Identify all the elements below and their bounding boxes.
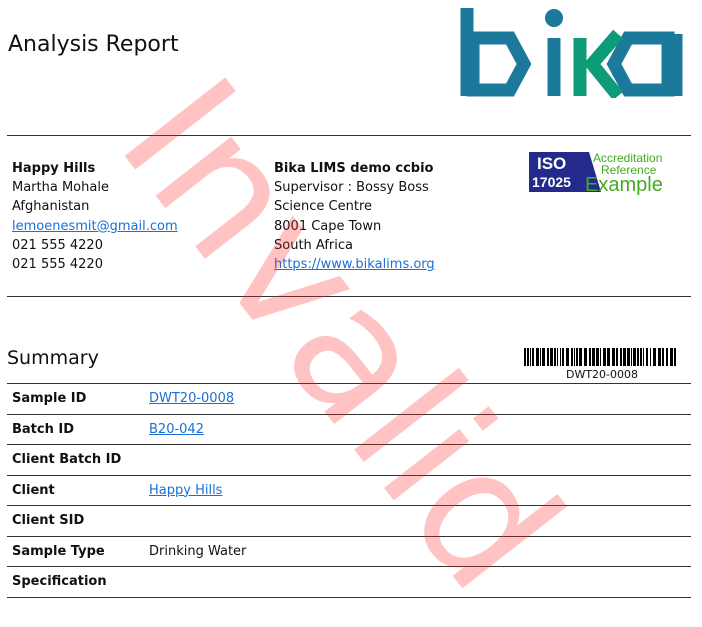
row-label: Sample ID <box>7 383 144 415</box>
svg-text:ISO: ISO <box>537 154 566 173</box>
row-value-link[interactable]: B20-042 <box>149 421 204 437</box>
client-contact: Martha Mohale <box>12 180 109 196</box>
barcode-bar <box>633 348 636 366</box>
lab-url-link[interactable]: https://www.bikalims.org <box>274 257 435 273</box>
row-label: Batch ID <box>7 414 144 445</box>
row-value: Drinking Water <box>144 536 691 567</box>
barcode-bar <box>603 348 606 366</box>
barcode-bar <box>540 348 541 366</box>
page-title: Analysis Report <box>8 32 179 57</box>
barcode-bar <box>600 348 601 366</box>
lab-name: Bika LIMS demo ccbio <box>274 161 434 176</box>
barcode-bar <box>574 348 575 366</box>
barcode-bar <box>550 348 553 366</box>
row-label: Client SID <box>7 505 144 537</box>
barcode-bar <box>646 348 648 366</box>
barcode-bar <box>562 348 564 366</box>
table-row: Sample Type Drinking Water <box>7 536 691 567</box>
table-row: Batch ID B20-042 <box>7 414 691 445</box>
lab-country: South Africa <box>274 237 353 253</box>
barcode-bar <box>607 348 610 366</box>
row-value <box>144 505 691 537</box>
barcode-label: DWT20-0008 <box>565 368 639 381</box>
summary-table: Sample ID DWT20-0008 Batch ID B20-042 Client… <box>7 383 691 598</box>
row-value-link[interactable]: Happy Hills <box>149 482 223 498</box>
barcode-bar <box>571 348 573 366</box>
row-label: Specification <box>7 566 144 598</box>
table-row: Specification <box>7 566 691 598</box>
barcode-bar <box>658 348 661 366</box>
table-row: Client Batch ID <box>7 444 691 476</box>
svg-text:Accreditation: Accreditation <box>593 151 662 165</box>
client-email-link[interactable]: lemoenesmit@gmail.com <box>12 218 178 234</box>
barcode-bar <box>674 348 676 366</box>
barcode-bar <box>524 348 526 366</box>
lab-supervisor: Supervisor : Bossy Boss <box>274 180 429 196</box>
row-label: Client <box>7 475 144 506</box>
client-phone: 021 555 4220 <box>12 237 103 253</box>
barcode-bar <box>542 348 545 366</box>
barcode-bar <box>650 348 651 366</box>
barcode-bar <box>616 348 618 366</box>
row-value <box>144 566 691 598</box>
bika-logo <box>460 8 683 98</box>
divider <box>7 296 691 297</box>
client-fax: 021 555 4220 <box>12 257 103 273</box>
svg-text:17025: 17025 <box>532 174 571 190</box>
barcode-bar <box>554 348 556 366</box>
barcode-bar <box>620 348 622 366</box>
lab-address: Bika LIMS demo ccbio Supervisor : Bossy … <box>274 159 435 274</box>
row-value <box>144 444 691 476</box>
table-row: Client Happy Hills <box>7 475 691 506</box>
barcode-bar <box>579 348 582 366</box>
client-address: Happy Hills Martha Mohale Afghanistan le… <box>12 159 178 274</box>
barcode-bar <box>547 348 549 366</box>
row-value-link[interactable]: DWT20-0008 <box>149 391 235 407</box>
barcode-bar <box>666 348 668 366</box>
barcode-bar <box>592 348 595 366</box>
barcode-bar <box>653 348 656 366</box>
barcode-bar <box>596 348 599 366</box>
barcode-bar <box>557 348 558 366</box>
row-value: Happy Hills <box>144 475 691 506</box>
barcode-bar <box>576 348 578 366</box>
table-row: Client SID <box>7 505 691 537</box>
barcode-bar <box>566 348 569 366</box>
barcode-bar <box>560 348 561 366</box>
divider <box>7 135 691 136</box>
barcode-bar <box>584 348 587 366</box>
barcode-bar <box>631 348 632 366</box>
lab-address1: Science Centre <box>274 199 372 215</box>
barcode-bar <box>589 348 591 366</box>
barcode-bar <box>640 348 642 366</box>
barcode-bar <box>527 348 529 366</box>
accreditation-logo: ISO 17025 Accreditation Reference Exampl… <box>529 151 663 196</box>
lab-address2: 8001 Cape Town <box>274 218 382 234</box>
barcode-bar <box>623 348 626 366</box>
row-label: Sample Type <box>7 536 144 567</box>
barcode <box>524 348 676 366</box>
barcode-bar <box>643 348 644 366</box>
row-label: Client Batch ID <box>7 444 144 476</box>
client-name: Happy Hills <box>12 161 96 176</box>
barcode-bar <box>530 348 531 366</box>
row-value: DWT20-0008 <box>144 383 691 415</box>
svg-text:Example: Example <box>585 174 663 196</box>
barcode-bar <box>532 348 534 366</box>
row-value: B20-042 <box>144 414 691 445</box>
barcode-bar <box>627 348 630 366</box>
summary-title: Summary <box>7 347 99 369</box>
barcode-bar <box>662 348 664 366</box>
barcode-bar <box>670 348 673 366</box>
client-country: Afghanistan <box>12 199 90 215</box>
barcode-bar <box>536 348 539 366</box>
barcode-bar <box>637 348 639 366</box>
svg-text:Reference: Reference <box>601 163 657 177</box>
barcode-bar <box>612 348 615 366</box>
table-row: Sample ID DWT20-0008 <box>7 383 691 415</box>
